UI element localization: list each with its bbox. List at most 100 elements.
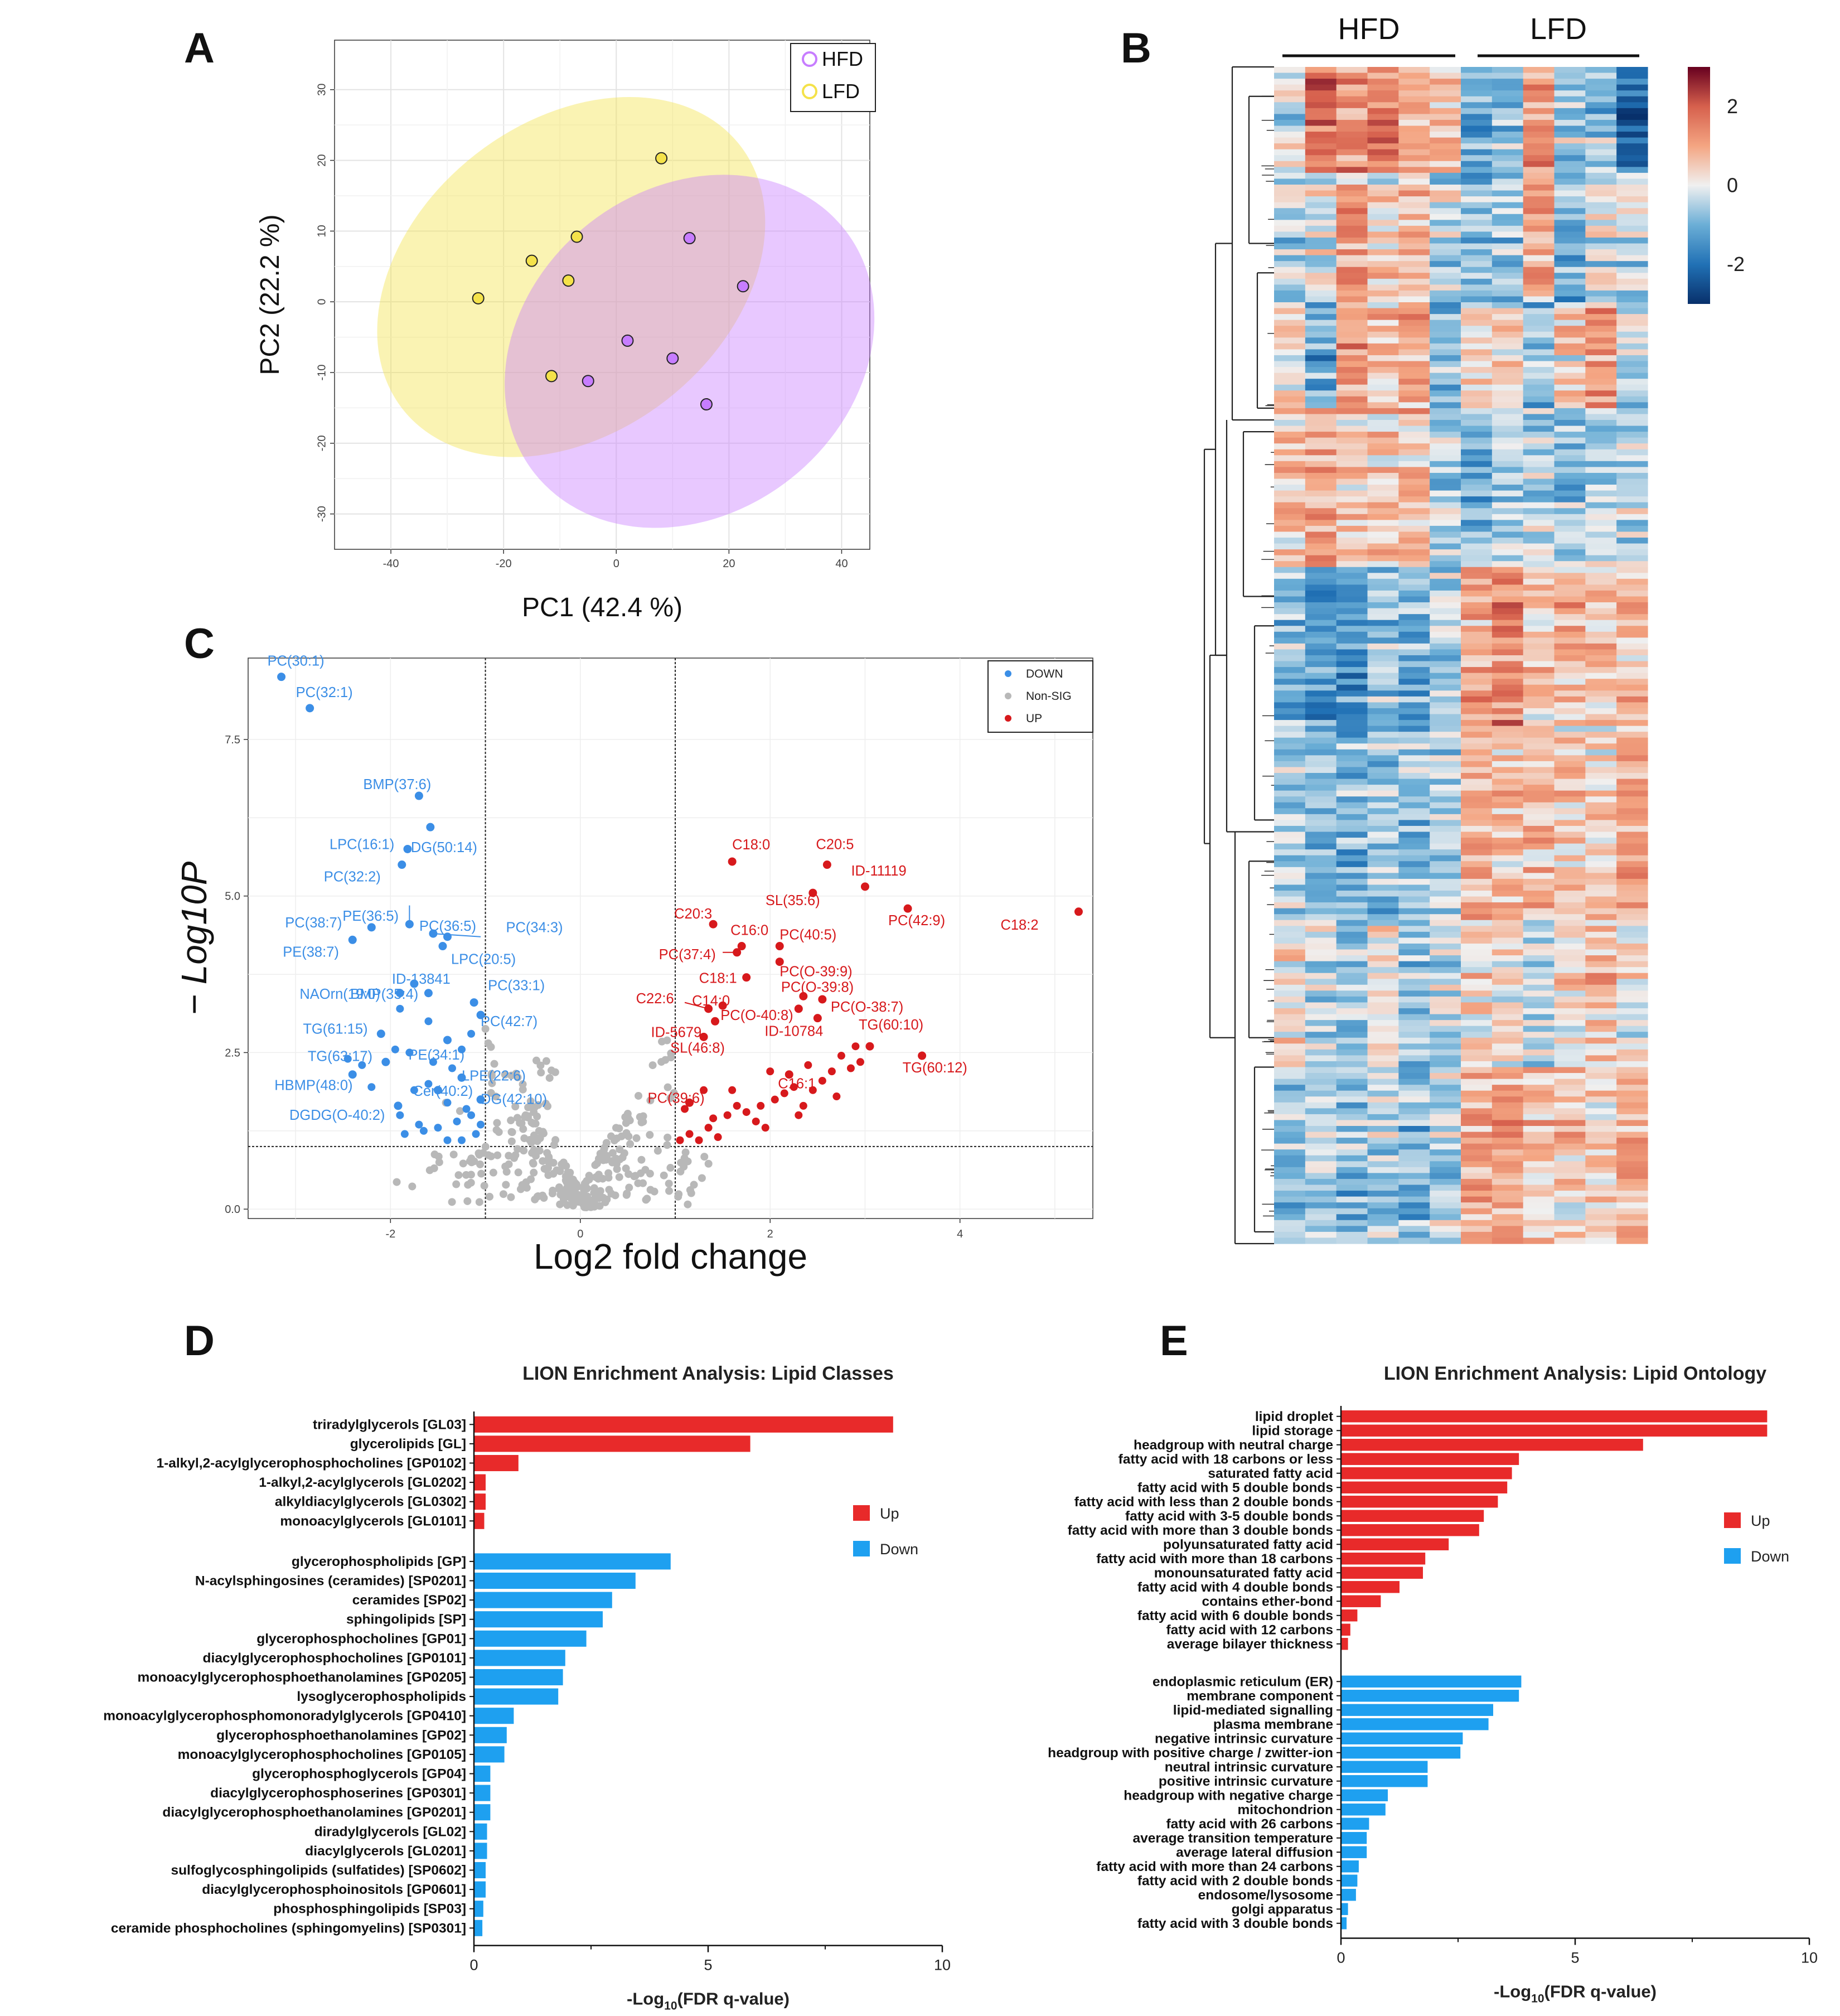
heatmap-cell <box>1274 373 1306 379</box>
heatmap-cell <box>1492 90 1524 97</box>
heatmap-cell <box>1492 1191 1524 1197</box>
heatmap-cell <box>1523 420 1555 427</box>
heatmap-cell <box>1305 90 1337 97</box>
heatmap-cell <box>1461 1191 1493 1197</box>
heatmap-cell <box>1616 814 1648 820</box>
heatmap-cell <box>1461 808 1493 815</box>
heatmap-cell <box>1616 1167 1648 1173</box>
lion_ontology-category-label: lipid storage <box>1252 1423 1333 1438</box>
heatmap-cell <box>1616 996 1648 1003</box>
lion_ontology-bar-down <box>1341 1675 1522 1688</box>
lion_ontology-category-label: fatty acid with 26 carbons <box>1166 1816 1333 1831</box>
heatmap-cell <box>1398 961 1430 968</box>
heatmap-cell <box>1492 984 1524 991</box>
heatmap-cell <box>1523 525 1555 533</box>
heatmap-cell <box>1492 1226 1524 1232</box>
heatmap-cell <box>1492 1178 1524 1186</box>
heatmap-cell <box>1274 825 1306 833</box>
volcano-point-up <box>723 1111 732 1119</box>
colorbar-tick-label: 0 <box>1727 174 1738 197</box>
heatmap-cell <box>1367 432 1399 438</box>
heatmap-cell <box>1398 185 1430 191</box>
heatmap-cell <box>1554 496 1586 503</box>
heatmap-cell <box>1585 825 1617 833</box>
volcano-point-down <box>426 823 435 831</box>
heatmap-cell <box>1554 1114 1586 1121</box>
heatmap-cell <box>1336 737 1368 744</box>
heatmap-cell <box>1616 749 1648 756</box>
heatmap-cell <box>1367 673 1399 679</box>
lion_classes-bar-down <box>474 1881 486 1898</box>
heatmap-cell <box>1585 573 1617 579</box>
heatmap-cell <box>1274 567 1306 573</box>
heatmap-cell <box>1523 414 1555 420</box>
heatmap-cell <box>1305 884 1337 891</box>
heatmap-cell <box>1554 1191 1586 1197</box>
lion_ontology-category-label: headgroup with neutral charge <box>1134 1438 1333 1453</box>
heatmap-cell <box>1398 326 1430 332</box>
heatmap-cell <box>1398 278 1430 285</box>
lion_classes-legend-swatch <box>853 1541 870 1556</box>
heatmap-cell <box>1585 655 1617 662</box>
heatmap-cell <box>1274 343 1306 350</box>
heatmap-cell <box>1492 1008 1524 1015</box>
heatmap-cell <box>1523 1138 1555 1144</box>
heatmap-cell <box>1554 949 1586 956</box>
heatmap-cell <box>1274 1196 1306 1203</box>
heatmap-cell <box>1367 802 1399 809</box>
volcano-point-down <box>395 989 404 998</box>
heatmap-cell <box>1554 514 1586 520</box>
lion_classes-category-label: alkyldiacylglycerols [GL0302] <box>275 1495 466 1510</box>
heatmap-cell <box>1554 508 1586 515</box>
heatmap-cell <box>1305 514 1337 520</box>
heatmap-cell <box>1336 402 1368 409</box>
heatmap-cell <box>1461 1096 1493 1103</box>
heatmap-cell <box>1523 643 1555 650</box>
volcano-point-nonsig <box>585 1201 594 1210</box>
heatmap-cell <box>1523 132 1555 138</box>
heatmap-cell <box>1616 1202 1648 1209</box>
heatmap-cell <box>1616 937 1648 944</box>
heatmap-cell <box>1398 1061 1430 1068</box>
heatmap-cell <box>1305 273 1337 279</box>
heatmap-cell <box>1305 496 1337 503</box>
volcano-point-nonsig <box>648 1061 657 1070</box>
volcano-point-down <box>458 1045 466 1053</box>
heatmap-cell <box>1336 208 1368 215</box>
heatmap-cell <box>1305 785 1337 791</box>
heatmap-cell <box>1492 143 1524 150</box>
volcano-plot-area <box>248 658 1093 1219</box>
heatmap-cell <box>1305 355 1337 362</box>
lion_classes-bar-down <box>474 1785 491 1801</box>
heatmap-cell <box>1461 567 1493 573</box>
heatmap-cell <box>1616 137 1648 144</box>
heatmap-cell <box>1430 237 1461 244</box>
heatmap-cell <box>1398 308 1430 315</box>
heatmap-cell <box>1461 243 1493 250</box>
heatmap-cell <box>1523 208 1555 215</box>
heatmap-cell <box>1585 808 1617 815</box>
heatmap-cell <box>1461 843 1493 850</box>
volcano-point-nonsig <box>487 1071 496 1080</box>
heatmap-cell <box>1430 620 1461 626</box>
heatmap-cell <box>1398 578 1430 585</box>
volcano-y-axis-label: − Log10P <box>174 861 214 1015</box>
heatmap-cell <box>1523 1020 1555 1027</box>
heatmap-cell <box>1616 472 1648 480</box>
heatmap-cell <box>1430 531 1461 538</box>
heatmap-cell <box>1492 908 1524 915</box>
heatmap-cell <box>1585 831 1617 838</box>
heatmap-cell <box>1367 902 1399 909</box>
heatmap-cell <box>1492 1167 1524 1173</box>
volcano-point-down <box>367 923 376 932</box>
heatmap-cell <box>1523 361 1555 368</box>
heatmap-cell <box>1274 326 1306 332</box>
heatmap-cell <box>1274 1043 1306 1050</box>
heatmap-cell <box>1398 955 1430 962</box>
heatmap-cell <box>1554 608 1586 615</box>
heatmap-cell <box>1336 1185 1368 1191</box>
heatmap-cell <box>1616 767 1648 773</box>
heatmap-cell <box>1336 190 1368 197</box>
heatmap-cell <box>1336 808 1368 815</box>
heatmap-cell <box>1367 172 1399 180</box>
